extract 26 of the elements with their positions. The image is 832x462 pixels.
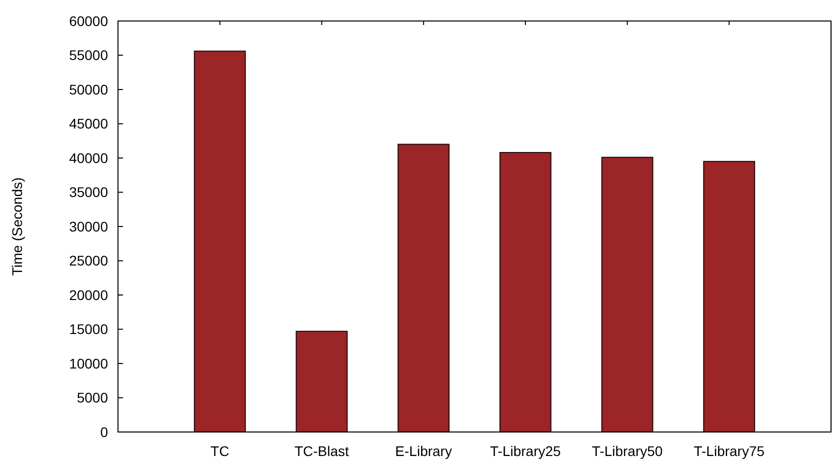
y-axis-title: Time (Seconds)	[9, 177, 25, 276]
bar	[703, 160, 756, 432]
bar	[296, 330, 348, 432]
x-tick-label: T-Library25	[490, 443, 562, 459]
y-tick-label: 0	[100, 424, 108, 440]
y-tick-label: 25000	[69, 252, 108, 269]
y-tick-label: 60000	[69, 12, 108, 29]
y-tick-label: 20000	[69, 286, 108, 303]
y-tick-label: 30000	[69, 218, 108, 234]
bar	[601, 156, 654, 432]
bar	[499, 152, 552, 432]
x-tick-label: T-Library50	[592, 443, 663, 459]
x-tick-label: TC-Blast	[294, 443, 350, 459]
y-tick-label: 15000	[69, 321, 108, 338]
y-tick-label: 50000	[69, 81, 108, 98]
y-tick-label: 45000	[69, 116, 108, 132]
x-tick-label: E-Library	[395, 443, 452, 459]
bar	[398, 144, 450, 432]
y-tick-label: 5000	[76, 390, 108, 406]
bar	[194, 50, 246, 432]
x-tick-label: T-Library75	[694, 443, 765, 459]
y-tick-label: 35000	[69, 184, 108, 200]
y-tick-label: 40000	[69, 150, 108, 166]
y-tick-label: 55000	[69, 47, 108, 64]
x-tick-label: TC	[210, 443, 230, 459]
y-tick-label: 10000	[69, 355, 108, 372]
